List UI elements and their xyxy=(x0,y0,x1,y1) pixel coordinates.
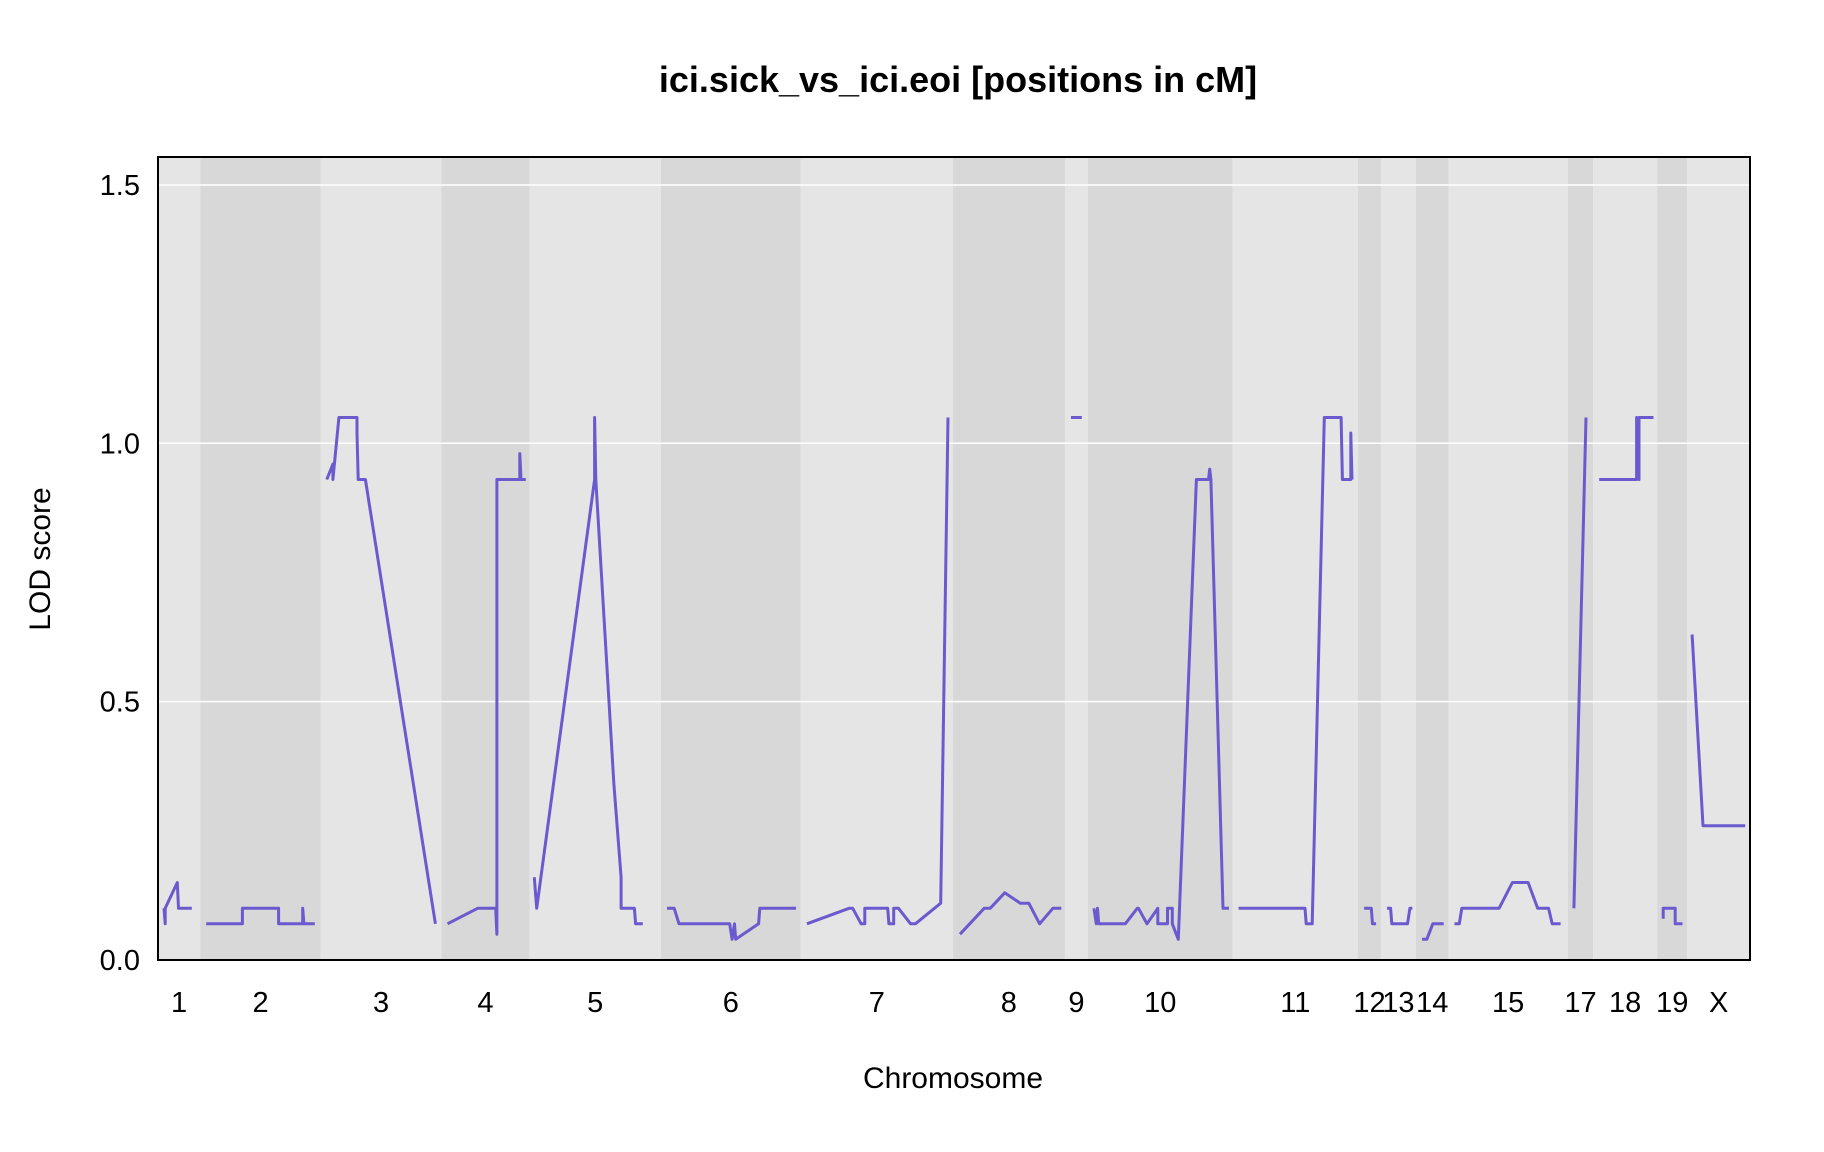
lod-line-chr-17 xyxy=(1572,417,1588,909)
band-chr-10 xyxy=(1087,157,1233,960)
lod-curve xyxy=(162,416,1746,941)
lod-line-chr-11 xyxy=(1238,416,1354,926)
lod-line-chr-10 xyxy=(1092,467,1229,941)
lod-line-chr-7 xyxy=(806,417,950,926)
y-tick-label: 1.5 xyxy=(100,170,140,202)
x-tick-label: 3 xyxy=(373,987,389,1019)
band-chr-6 xyxy=(660,157,801,960)
x-tick-label: 17 xyxy=(1564,987,1596,1019)
band-chr-11 xyxy=(1232,157,1359,960)
x-tick-label: 18 xyxy=(1609,987,1641,1019)
lod-line-chr-19 xyxy=(1661,906,1683,926)
lod-line-chr-8 xyxy=(958,891,1062,936)
x-tick-label: 7 xyxy=(869,987,885,1019)
chart-title: ici.sick_vs_ici.eoi [positions in cM] xyxy=(659,59,1257,100)
band-chr-17 xyxy=(1567,157,1594,960)
y-axis-ticks: 0.0 0.5 1.0 1.5 xyxy=(100,170,140,977)
band-chr-2 xyxy=(200,157,321,960)
y-tick-label: 0.0 xyxy=(100,945,140,977)
x-tick-label: 10 xyxy=(1144,987,1176,1019)
x-tick-label: 11 xyxy=(1280,987,1310,1019)
band-chr-4 xyxy=(441,157,530,960)
band-chr-X xyxy=(1687,157,1750,960)
x-tick-label: 8 xyxy=(1001,987,1017,1019)
lod-line-chr-5 xyxy=(532,416,643,926)
x-tick-label: 14 xyxy=(1416,987,1448,1019)
lod-line-chr-12 xyxy=(1364,906,1377,926)
lod-line-chr-18 xyxy=(1599,416,1654,481)
y-axis-label: LOD score xyxy=(24,487,57,630)
lod-line-chr-6 xyxy=(667,906,796,941)
band-chr-8 xyxy=(952,157,1065,960)
x-tick-label: 2 xyxy=(252,987,268,1019)
x-tick-label: 13 xyxy=(1382,987,1414,1019)
lod-line-chr-3 xyxy=(325,416,437,925)
band-chr-14 xyxy=(1415,157,1449,960)
x-tick-label: 19 xyxy=(1656,987,1688,1019)
band-chr-18 xyxy=(1593,157,1658,960)
lod-line-chr-14 xyxy=(1422,922,1444,941)
chromosome-bands xyxy=(158,157,1750,960)
lod-line-chr-1 xyxy=(162,881,192,926)
plot-frame xyxy=(157,156,1751,961)
x-tick-label: 15 xyxy=(1492,987,1524,1019)
lod-line-chr-X xyxy=(1690,634,1746,828)
lod-line-chr-2 xyxy=(206,906,315,926)
lod-line-chr-4 xyxy=(446,452,526,936)
x-tick-label: 4 xyxy=(477,987,493,1019)
x-tick-label: 6 xyxy=(723,987,739,1019)
lod-line-chr-13 xyxy=(1387,906,1413,926)
x-tick-label: 5 xyxy=(587,987,603,1019)
band-chr-5 xyxy=(529,157,661,960)
y-tick-label: 0.5 xyxy=(100,687,140,719)
x-axis-label: Chromosome xyxy=(863,1062,1043,1095)
band-chr-1 xyxy=(158,157,201,960)
y-tick-label: 1.0 xyxy=(100,428,140,460)
band-chr-9 xyxy=(1064,157,1088,960)
lod-line-chr-15 xyxy=(1454,881,1561,926)
x-tick-label: 12 xyxy=(1353,987,1385,1019)
band-chr-13 xyxy=(1380,157,1416,960)
x-tick-label: X xyxy=(1709,987,1728,1019)
x-tick-label: 1 xyxy=(171,987,187,1019)
band-chr-19 xyxy=(1657,157,1688,960)
x-tick-label: 9 xyxy=(1068,987,1084,1019)
band-chr-12 xyxy=(1358,157,1381,960)
band-chr-7 xyxy=(800,157,953,960)
band-chr-15 xyxy=(1448,157,1568,960)
